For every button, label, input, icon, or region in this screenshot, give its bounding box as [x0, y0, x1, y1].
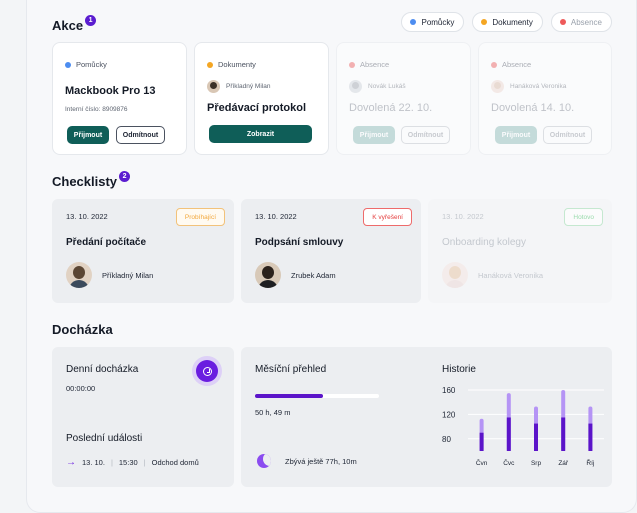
checklist-person: Hanáková Veronika — [442, 262, 543, 288]
checklisty-title: Checklisty 2 — [52, 171, 131, 189]
filter-pomucky[interactable]: Pomůcky — [401, 12, 465, 32]
monthly-overview-label: Měsíční přehled — [255, 364, 327, 375]
checklist-date: 13. 10. 2022 — [442, 212, 484, 221]
card-person: Příkladný Milan — [207, 80, 270, 93]
last-events-label: Poslední události — [66, 433, 143, 444]
monthly-progress-bar — [255, 394, 379, 398]
history-panel: Historie 80 120 160 Čvn Čvc Srp Zář Říj — [428, 347, 612, 487]
avatar — [255, 262, 281, 288]
history-bar — [561, 417, 566, 451]
history-bar — [506, 417, 511, 451]
card-tag: Dokumenty — [207, 60, 256, 69]
checklist-title: Předání počítače — [66, 237, 147, 248]
reject-button[interactable]: Odmítnout — [116, 126, 165, 144]
monthly-remaining: Zbývá ještě 77h, 10m — [285, 457, 357, 466]
moon-icon — [257, 454, 271, 468]
daily-attendance-label: Denní docházka — [66, 364, 139, 375]
filter-absence[interactable]: Absence — [550, 12, 612, 32]
akce-title: Akce 1 — [52, 15, 97, 33]
status-badge: Probíhající — [175, 208, 225, 226]
monthly-progress-fill — [255, 394, 324, 398]
monthly-overview-panel: Měsíční přehled 50 h, 49 m Zbývá ještě 7… — [241, 347, 448, 487]
checklist-date: 13. 10. 2022 — [255, 212, 297, 221]
accept-button[interactable]: Přijmout — [495, 126, 537, 144]
x-tick-label: Říj — [586, 458, 594, 467]
avatar — [442, 262, 468, 288]
akce-count-badge: 1 — [85, 15, 97, 26]
akce-card-absence-2: Absence Hanáková Veronika Dovolená 14. 1… — [478, 42, 612, 155]
avatar — [66, 262, 92, 288]
akce-filters: Pomůcky Dokumenty Absence — [401, 12, 612, 32]
history-bar — [534, 423, 538, 451]
x-tick-label: Zář — [558, 460, 569, 467]
checklist-title: Onboarding kolegy — [442, 237, 526, 248]
pomucky-dot-icon — [410, 19, 417, 25]
avatar — [207, 80, 220, 93]
status-badge: Hotovo — [564, 208, 603, 226]
dashboard-frame: Akce 1 Pomůcky Dokumenty Absence Pomůcky… — [26, 0, 637, 513]
y-tick-label: 80 — [442, 435, 451, 444]
absence-dot-icon — [491, 61, 497, 68]
history-label: Historie — [442, 364, 476, 375]
akce-card-dokumenty: Dokumenty Příkladný Milan Předávací prot… — [194, 42, 329, 155]
card-tag: Absence — [349, 60, 389, 69]
accept-button[interactable]: Přijmout — [353, 126, 395, 144]
x-tick-label: Čvc — [503, 458, 515, 467]
absence-dot-icon — [349, 61, 355, 68]
avatar — [349, 80, 362, 93]
daily-attendance-time: 00:00:00 — [66, 384, 96, 393]
card-title: Dovolená 22. 10. — [349, 102, 433, 114]
akce-card-absence-1: Absence Novák Lukáš Dovolená 22. 10. Při… — [336, 42, 471, 155]
dokumenty-dot-icon — [207, 61, 213, 68]
checklist-card-2[interactable]: 13. 10. 2022 K vyřešení Podpsání smlouvy… — [241, 199, 421, 303]
arrow-right-icon: → — [66, 457, 76, 468]
akce-card-pomucky: Pomůcky Mackbook Pro 13 Interní číslo: 8… — [52, 42, 187, 155]
checklist-date: 13. 10. 2022 — [66, 212, 108, 221]
clock-in-button[interactable] — [196, 360, 218, 382]
filter-dokumenty[interactable]: Dokumenty — [472, 12, 543, 32]
show-button[interactable]: Zobrazit — [209, 125, 312, 143]
monthly-worked: 50 h, 49 m — [255, 408, 291, 417]
clock-icon — [202, 366, 212, 376]
x-tick-label: Srp — [531, 460, 542, 467]
card-tag: Pomůcky — [65, 60, 107, 69]
checklist-title: Podpsání smlouvy — [255, 237, 344, 248]
checklisty-count-badge: 2 — [119, 171, 131, 182]
avatar — [491, 80, 504, 93]
dochazka-title: Docházka — [52, 322, 113, 337]
status-badge: K vyřešení — [363, 208, 412, 226]
x-tick-label: Čvn — [476, 458, 488, 467]
history-bar — [479, 432, 484, 451]
daily-attendance-panel: Denní docházka 00:00:00 Poslední událost… — [52, 347, 234, 487]
checklist-card-3[interactable]: 13. 10. 2022 Hotovo Onboarding kolegy Ha… — [428, 199, 612, 303]
card-tag: Absence — [491, 60, 531, 69]
dokumenty-dot-icon — [481, 19, 488, 25]
checklist-card-1[interactable]: 13. 10. 2022 Probíhající Předání počítač… — [52, 199, 234, 303]
card-title: Dovolená 14. 10. — [491, 102, 575, 114]
checklist-person: Příkladný Milan — [66, 262, 153, 288]
last-event-row[interactable]: → 13. 10. | 15:30 | Odchod domů — [66, 457, 199, 468]
pomucky-dot-icon — [65, 61, 71, 68]
y-tick-label: 120 — [442, 410, 456, 419]
accept-button[interactable]: Přijmout — [67, 126, 109, 144]
card-subtitle: Interní číslo: 8909876 — [65, 106, 128, 113]
card-title: Předávací protokol — [207, 102, 307, 114]
y-tick-label: 160 — [442, 386, 456, 395]
history-chart: 80 120 160 Čvn Čvc Srp Zář Říj — [442, 386, 604, 467]
reject-button[interactable]: Odmítnout — [543, 126, 592, 144]
checklist-person: Zrubek Adam — [255, 262, 336, 288]
card-title: Mackbook Pro 13 — [65, 85, 156, 97]
card-person: Novák Lukáš — [349, 80, 406, 93]
absence-dot-icon — [559, 19, 566, 25]
card-person: Hanáková Veronika — [491, 80, 566, 93]
history-bar — [588, 423, 593, 451]
reject-button[interactable]: Odmítnout — [401, 126, 450, 144]
